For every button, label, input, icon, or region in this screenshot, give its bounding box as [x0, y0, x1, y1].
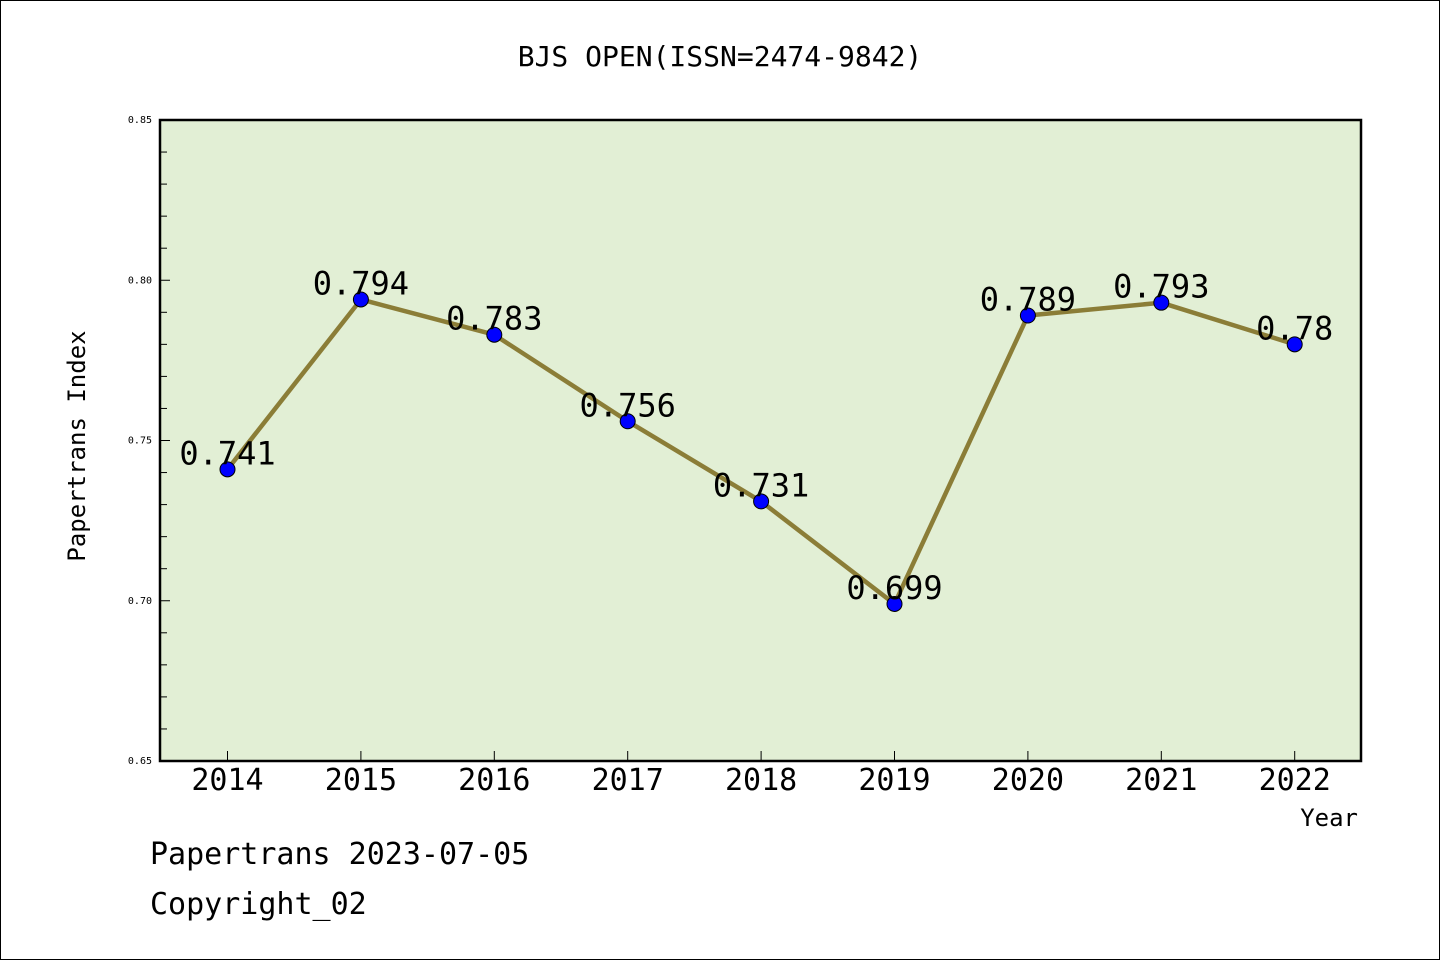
x-tick-label: 2021 — [1125, 763, 1197, 798]
footer-date: Papertrans 2023-07-05 — [150, 837, 529, 872]
data-point — [886, 595, 903, 612]
data-label: 0.789 — [980, 281, 1076, 319]
data-point — [1286, 336, 1303, 353]
y-tick-label: 0.75 — [128, 436, 152, 447]
data-label: 0.793 — [1113, 268, 1209, 306]
x-tick-label: 2019 — [858, 763, 930, 798]
data-point — [1153, 294, 1170, 311]
y-axis-label: Papertrans Index — [63, 330, 91, 561]
x-tick-label: 2016 — [458, 763, 530, 798]
chart-title: BJS OPEN(ISSN=2474-9842) — [518, 40, 923, 73]
data-label: 0.731 — [713, 466, 809, 504]
data-label: 0.794 — [313, 264, 409, 302]
y-tick-label: 0.70 — [128, 596, 152, 607]
x-tick-label: 2014 — [191, 763, 263, 798]
data-label: 0.756 — [580, 386, 676, 424]
data-point — [1019, 307, 1036, 324]
data-label: 0.699 — [846, 569, 942, 607]
y-tick-label: 0.85 — [128, 115, 152, 126]
data-label: 0.741 — [179, 434, 275, 472]
footer-copyright: Copyright_02 — [150, 887, 367, 922]
data-point — [619, 413, 636, 430]
data-label: 0.783 — [446, 300, 542, 338]
x-axis-label: Year — [1300, 804, 1358, 832]
x-tick-label: 2022 — [1259, 763, 1331, 798]
data-point — [352, 291, 369, 308]
y-tick-label: 0.80 — [128, 275, 152, 286]
data-point — [219, 461, 236, 478]
data-label: 0.78 — [1256, 309, 1333, 347]
x-tick-label: 2018 — [725, 763, 797, 798]
y-tick-label: 0.65 — [128, 756, 152, 767]
x-tick-label: 2017 — [592, 763, 664, 798]
x-tick-label: 2020 — [992, 763, 1064, 798]
data-point — [486, 326, 503, 343]
data-point — [753, 493, 770, 510]
x-tick-label: 2015 — [325, 763, 397, 798]
plot-area — [158, 118, 1363, 763]
